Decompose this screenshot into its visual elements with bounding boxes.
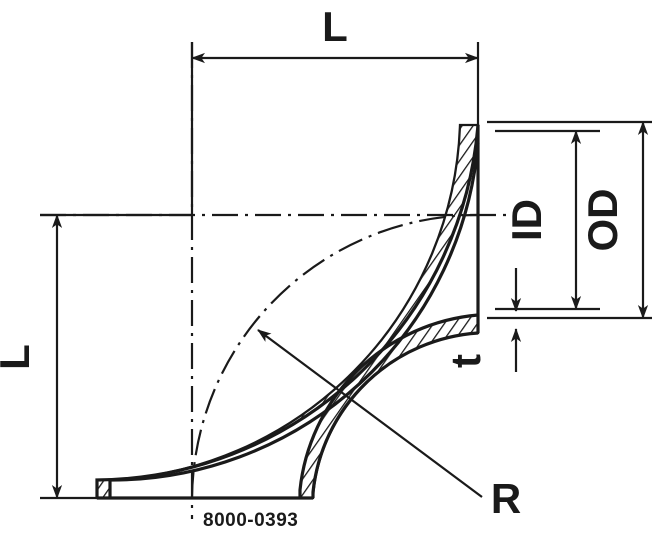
inner-wall-inner-edge bbox=[298, 313, 479, 498]
label-inner-diameter: ID bbox=[503, 199, 550, 241]
leader-line-radius bbox=[257, 329, 483, 498]
outer-wall-inner-edge bbox=[108, 142, 480, 498]
label-length-top: L bbox=[322, 3, 348, 50]
dimension-bend-radius bbox=[257, 329, 483, 498]
elbow-body bbox=[95, 123, 480, 500]
label-wall-thickness: t bbox=[442, 354, 489, 368]
label-length-left: L bbox=[0, 344, 38, 370]
label-outer-diameter: OD bbox=[579, 189, 626, 252]
bend-centerline-arc bbox=[190, 213, 479, 499]
outer-wall-outer-edge bbox=[95, 124, 480, 498]
part-number-label: 8000-0393 bbox=[203, 510, 298, 531]
extension-lines bbox=[40, 42, 652, 500]
label-bend-radius: R bbox=[491, 475, 521, 522]
inner-wall-outer-edge bbox=[311, 331, 479, 498]
